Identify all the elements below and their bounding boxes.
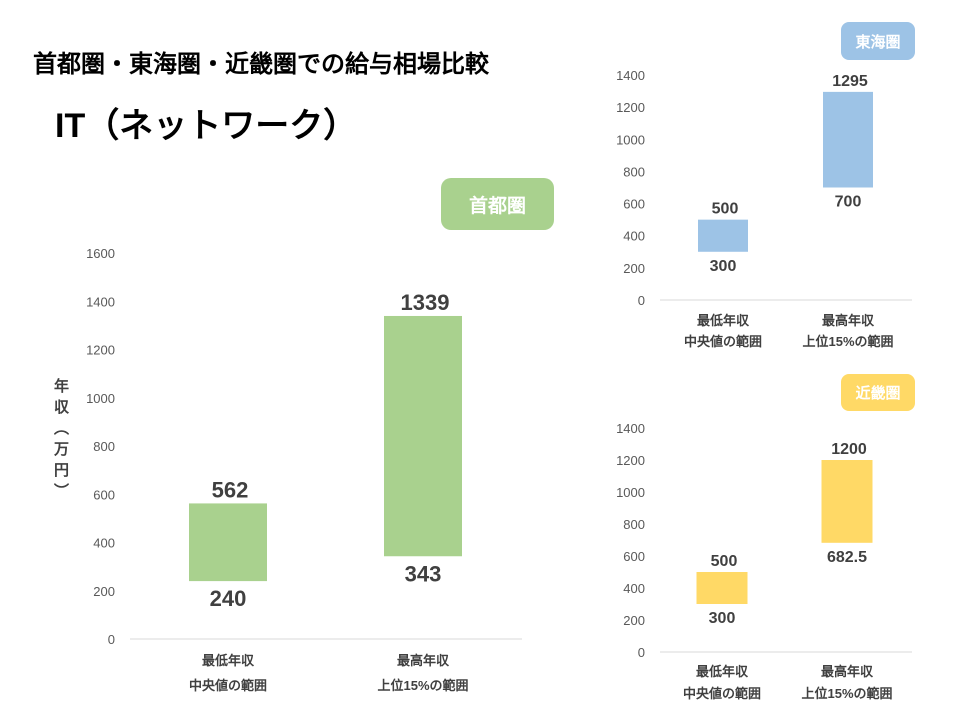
category-label: 最低年収 <box>202 653 255 668</box>
y-tick-label: 800 <box>623 164 645 179</box>
y-tick-label: 1400 <box>86 294 115 309</box>
data-label-low: 343 <box>405 561 442 586</box>
category-label: 上位15%の範囲 <box>802 334 893 349</box>
region-badge-shutoken: 首都圏 <box>441 178 554 230</box>
y-tick-label: 400 <box>623 581 645 596</box>
y-tick-label: 800 <box>623 517 645 532</box>
y-tick-label: 200 <box>623 613 645 628</box>
data-label-high: 500 <box>712 201 739 218</box>
category-label: 最高年収 <box>397 653 450 668</box>
y-tick-label: 1400 <box>616 68 645 83</box>
category-label: 最低年収 <box>697 313 750 328</box>
y-tick-label: 1200 <box>616 453 645 468</box>
category-label: 上位15%の範囲 <box>377 678 468 693</box>
category-label: 上位15%の範囲 <box>801 686 892 701</box>
y-tick-label: 1400 <box>616 421 645 436</box>
y-tick-label: 1200 <box>86 343 115 358</box>
range-bar <box>696 572 748 604</box>
data-label-low: 682.5 <box>827 549 867 566</box>
data-label-low: 240 <box>210 586 247 611</box>
data-label-high: 1295 <box>832 73 868 90</box>
y-tick-label: 200 <box>623 261 645 276</box>
y-tick-label: 600 <box>623 549 645 564</box>
y-tick-label: 0 <box>638 645 645 660</box>
y-tick-label: 0 <box>108 632 115 647</box>
y-tick-label: 600 <box>93 487 115 502</box>
category-label: 最高年収 <box>822 313 875 328</box>
y-tick-label: 1000 <box>616 132 645 147</box>
y-tick-label: 1600 <box>86 246 115 261</box>
category-label: 中央値の範囲 <box>189 678 267 693</box>
y-tick-label: 1000 <box>86 391 115 406</box>
range-bar <box>189 503 267 582</box>
data-label-low: 300 <box>710 258 737 275</box>
y-tick-label: 400 <box>93 536 115 551</box>
range-bar <box>821 460 873 543</box>
y-tick-label: 200 <box>93 584 115 599</box>
data-label-low: 700 <box>835 194 862 211</box>
category-label: 最低年収 <box>696 664 749 679</box>
y-tick-label: 1000 <box>616 485 645 500</box>
page-subtitle: IT（ネットワーク） <box>55 107 358 145</box>
page-title: 首都圏・東海圏・近畿圏での給与相場比較 <box>33 51 489 78</box>
data-label-high: 500 <box>711 553 738 570</box>
region-badge-kinki: 近畿圏 <box>841 374 915 411</box>
y-tick-label: 0 <box>638 293 645 308</box>
y-tick-label: 400 <box>623 229 645 244</box>
range-bar <box>384 315 462 557</box>
category-label: 中央値の範囲 <box>684 334 762 349</box>
category-label: 中央値の範囲 <box>683 686 761 701</box>
data-label-high: 1200 <box>831 441 867 458</box>
region-badge-tokai: 東海圏 <box>841 22 915 60</box>
range-bar <box>823 91 873 188</box>
data-label-high: 1339 <box>401 290 450 315</box>
y-tick-label: 800 <box>93 439 115 454</box>
data-label-high: 562 <box>212 477 249 502</box>
y-tick-label: 600 <box>623 197 645 212</box>
y-tick-label: 1200 <box>616 100 645 115</box>
range-bar <box>698 219 748 252</box>
category-label: 最高年収 <box>821 664 874 679</box>
y-axis-label: 年収（万円） <box>52 378 69 504</box>
data-label-low: 300 <box>709 610 736 627</box>
